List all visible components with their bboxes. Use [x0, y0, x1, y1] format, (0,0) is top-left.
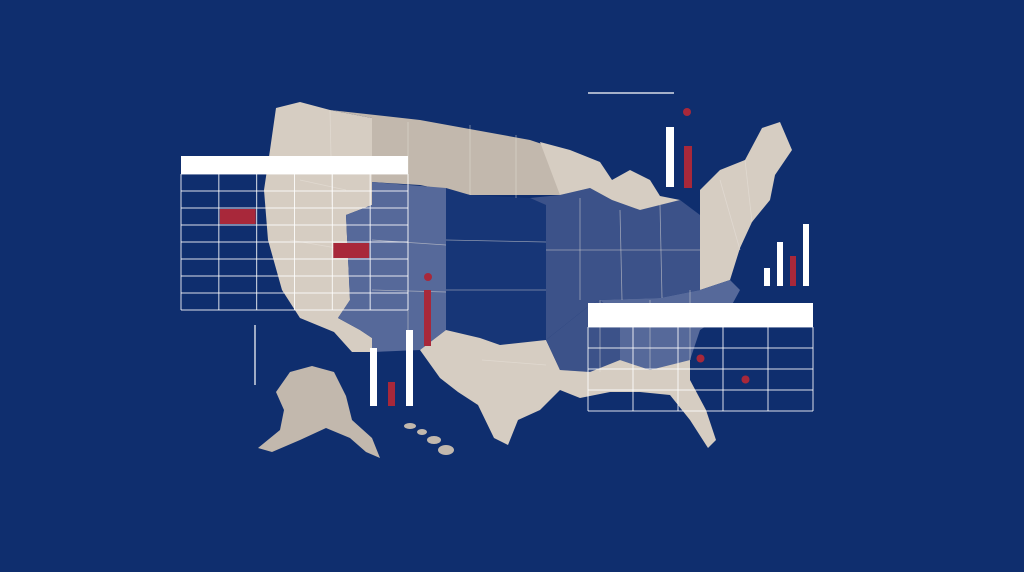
- bar: [764, 268, 770, 286]
- table-header: [588, 303, 813, 327]
- bar: [803, 224, 809, 286]
- hawaii: [404, 423, 454, 455]
- bar: [388, 382, 395, 406]
- table-dot: [696, 354, 705, 363]
- region-central: [446, 188, 546, 345]
- bar: [406, 330, 413, 406]
- southwest-bars: [370, 330, 413, 406]
- region-northeast: [700, 122, 792, 290]
- region-great-lakes: [540, 142, 680, 210]
- bar: [790, 256, 796, 286]
- bar: [666, 127, 674, 187]
- data-dot: [683, 108, 691, 116]
- east-coast-bars: [764, 224, 809, 286]
- table-highlight-cell: [333, 243, 370, 258]
- bar: [777, 242, 783, 286]
- bar: [370, 348, 377, 406]
- region-florida: [560, 360, 716, 448]
- northeast-bars: [666, 108, 692, 188]
- bar: [684, 146, 692, 188]
- table-header: [181, 156, 408, 174]
- alaska: [258, 366, 380, 458]
- region-texas: [420, 330, 560, 445]
- region-midwest: [530, 188, 700, 340]
- southeast-data-table: [587, 303, 814, 412]
- bar: [424, 290, 431, 346]
- table-highlight-cell: [219, 209, 256, 224]
- table-dot: [741, 375, 750, 384]
- west-data-table: [180, 156, 409, 311]
- central-bar: [424, 273, 432, 346]
- data-dot: [424, 273, 432, 281]
